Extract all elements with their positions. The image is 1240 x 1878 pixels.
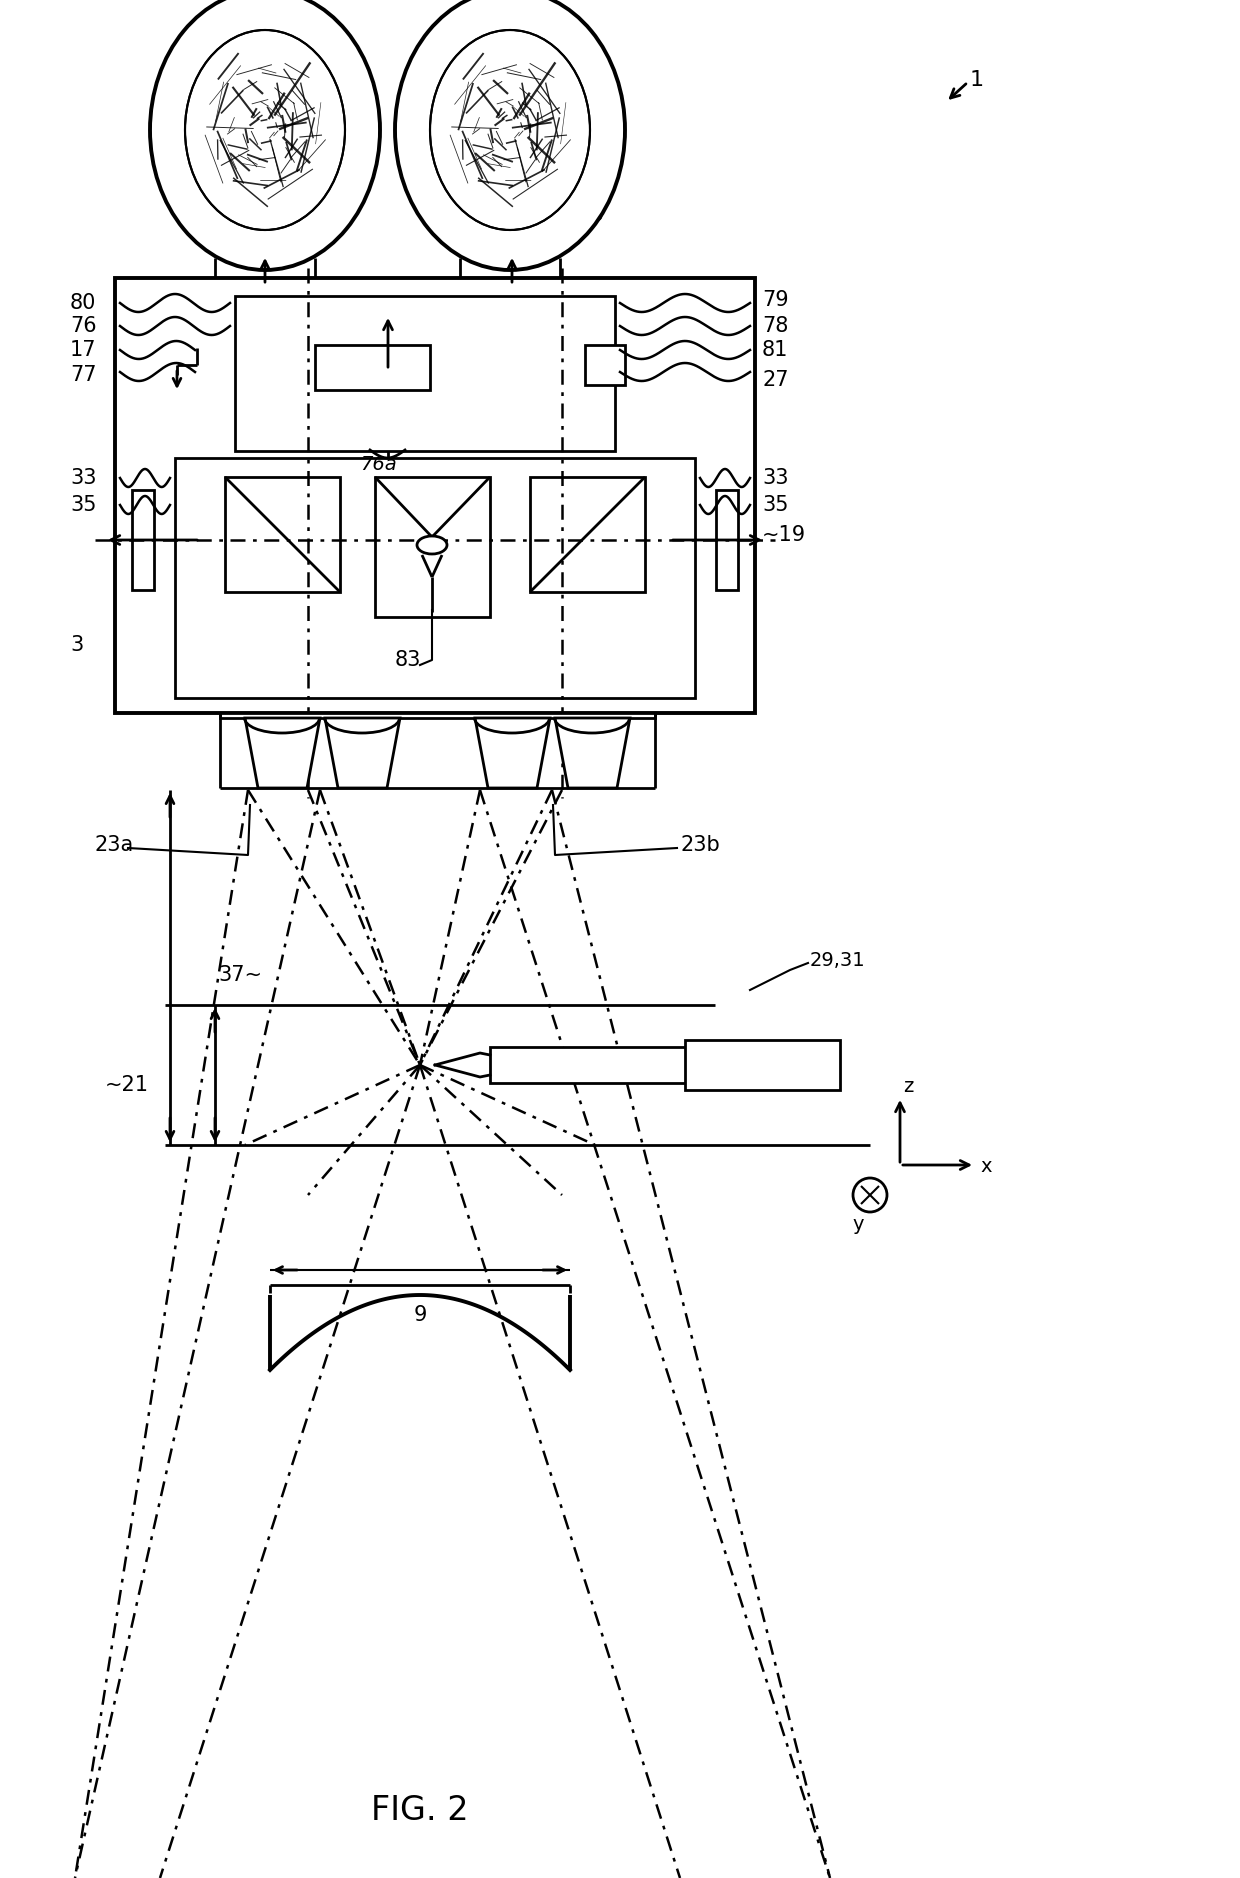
Bar bbox=[131, 490, 154, 590]
Polygon shape bbox=[246, 717, 320, 789]
Text: ~21: ~21 bbox=[105, 1074, 149, 1095]
Bar bbox=[175, 458, 694, 699]
Ellipse shape bbox=[417, 535, 446, 554]
Text: 35: 35 bbox=[763, 496, 789, 515]
Bar bbox=[115, 278, 755, 714]
Bar bbox=[684, 1040, 839, 1089]
Polygon shape bbox=[475, 717, 551, 789]
Text: z: z bbox=[903, 1078, 914, 1097]
Bar bbox=[715, 490, 738, 590]
Ellipse shape bbox=[396, 0, 625, 270]
Ellipse shape bbox=[853, 1178, 887, 1211]
Text: 9: 9 bbox=[413, 1305, 427, 1326]
Text: 83: 83 bbox=[396, 650, 422, 670]
Text: 35: 35 bbox=[69, 496, 97, 515]
Text: 33: 33 bbox=[763, 468, 789, 488]
Text: 76a: 76a bbox=[360, 456, 397, 475]
Bar bbox=[490, 1048, 689, 1084]
Text: 77: 77 bbox=[69, 364, 97, 385]
Text: 79: 79 bbox=[763, 289, 789, 310]
Text: 78: 78 bbox=[763, 316, 789, 336]
Bar bbox=[585, 346, 625, 385]
Text: 17: 17 bbox=[69, 340, 97, 361]
Text: 5: 5 bbox=[590, 205, 603, 225]
Bar bbox=[236, 297, 615, 451]
Ellipse shape bbox=[430, 30, 590, 229]
Text: 76: 76 bbox=[69, 316, 97, 336]
Text: 29,31: 29,31 bbox=[810, 950, 866, 969]
Text: 3: 3 bbox=[69, 635, 83, 655]
Bar bbox=[529, 477, 645, 592]
Text: x: x bbox=[980, 1157, 992, 1176]
Bar bbox=[374, 477, 490, 618]
Text: 23a: 23a bbox=[95, 836, 134, 854]
Text: 81: 81 bbox=[763, 340, 789, 361]
Polygon shape bbox=[325, 717, 401, 789]
Bar bbox=[224, 477, 340, 592]
Text: 1: 1 bbox=[970, 69, 985, 90]
Text: 23b: 23b bbox=[680, 836, 719, 854]
Text: 33: 33 bbox=[69, 468, 97, 488]
Text: 27: 27 bbox=[763, 370, 789, 391]
Text: 37~: 37~ bbox=[218, 965, 262, 984]
Ellipse shape bbox=[185, 30, 345, 229]
Bar bbox=[219, 714, 655, 717]
Polygon shape bbox=[556, 717, 630, 789]
Text: ~19: ~19 bbox=[763, 526, 806, 545]
Bar bbox=[315, 346, 430, 391]
Text: y: y bbox=[852, 1215, 864, 1234]
Text: 80: 80 bbox=[69, 293, 97, 314]
Ellipse shape bbox=[150, 0, 379, 270]
Text: FIG. 2: FIG. 2 bbox=[371, 1793, 469, 1827]
